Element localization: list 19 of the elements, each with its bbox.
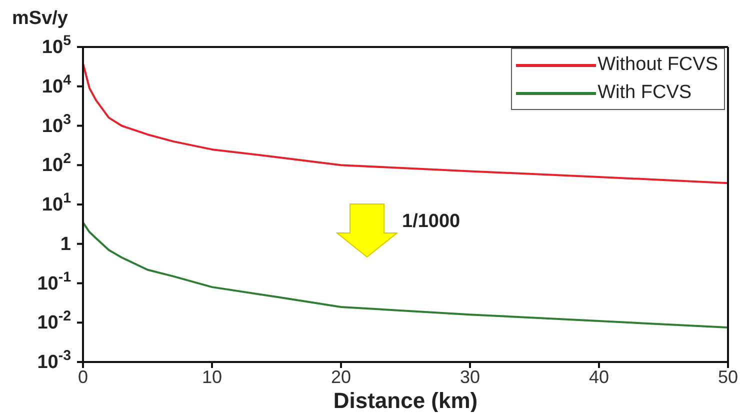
- y-tick-label: 10$^{5}$: [42, 33, 72, 58]
- y-tick-label: 10$^{-2}$: [37, 308, 72, 334]
- y-tick-label: 10$^{4}$: [42, 72, 72, 98]
- y-tick-label: 10$^{1}$: [42, 190, 72, 216]
- x-tick-label: 10: [202, 366, 222, 387]
- legend-label: With FCVS: [598, 81, 692, 105]
- y-axis-title: mSv/y: [12, 8, 68, 30]
- y-tick-label: 1: [60, 234, 72, 255]
- x-tick-label: 20: [330, 366, 352, 387]
- y-tick-label: 10$^{-1}$: [37, 269, 72, 294]
- y-tick-label: 10$^{-3}$: [37, 348, 72, 373]
- legend-label: Without FCVS: [598, 53, 718, 77]
- y-tick-label: 10$^{3}$: [42, 112, 72, 137]
- annotation: 1/1000: [402, 211, 460, 233]
- y-tick-label: 10$^{2}$: [42, 151, 72, 176]
- x-tick-label: 40: [588, 366, 610, 387]
- x-tick-label: 0: [78, 366, 88, 387]
- x-tick-label: 50: [718, 366, 738, 387]
- x-tick-label: 30: [460, 366, 480, 387]
